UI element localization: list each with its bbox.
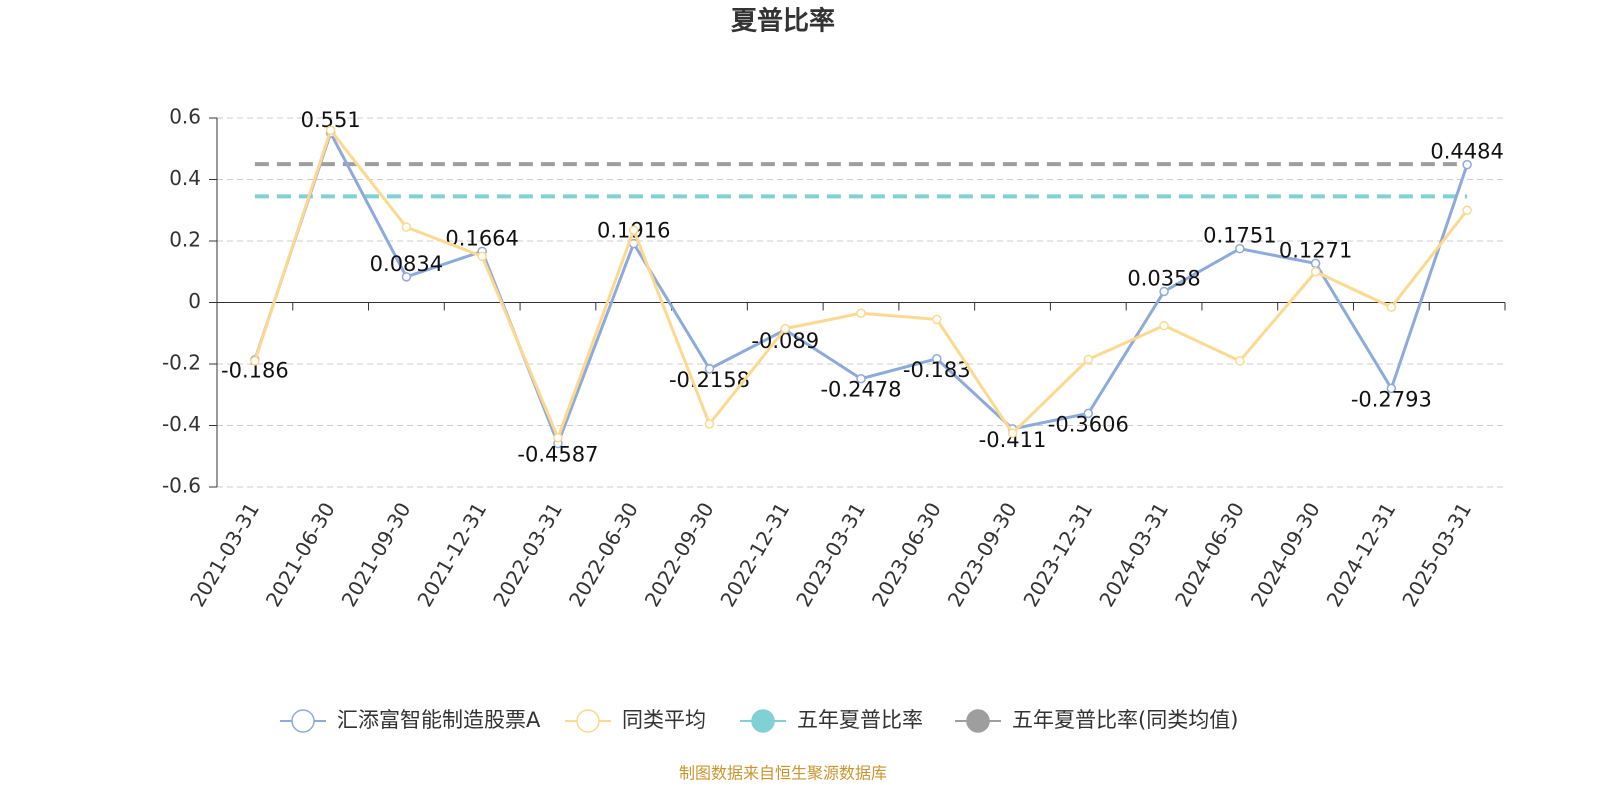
legend-marker	[576, 709, 600, 733]
data-point	[1159, 320, 1169, 331]
legend-label: 五年夏普比率(同类均值)	[1012, 708, 1238, 732]
source-note: 制图数据来自恒生聚源数据库	[679, 764, 887, 783]
data-point	[1462, 205, 1472, 215]
data-label: -0.3606	[1048, 412, 1129, 436]
x-tick-label: 2022-09-30	[640, 498, 719, 611]
data-point	[932, 314, 942, 325]
x-tick-label: 2022-12-31	[715, 498, 794, 611]
data-point	[704, 419, 715, 429]
x-tick-label: 2023-03-31	[791, 498, 870, 611]
data-label: 0.0834	[370, 252, 443, 276]
data-label: 0.4484	[1430, 140, 1503, 164]
chart-title: 夏普比率	[731, 6, 835, 37]
x-tick-label: 2024-03-31	[1094, 498, 1173, 611]
data-point	[1386, 383, 1397, 394]
data-point	[250, 356, 260, 366]
data-point	[325, 125, 336, 136]
data-point	[1462, 159, 1472, 170]
x-tick-label: 2021-06-30	[261, 498, 340, 611]
data-label: -0.2793	[1351, 387, 1432, 411]
data-point	[1386, 302, 1397, 312]
data-point	[1159, 286, 1169, 297]
data-point	[401, 272, 412, 282]
data-point	[553, 433, 563, 443]
data-point	[1310, 267, 1321, 277]
data-point	[477, 251, 487, 262]
legend-label: 同类平均	[622, 708, 706, 732]
legend-label: 五年夏普比率	[797, 708, 923, 732]
legend-marker	[291, 709, 315, 733]
x-tick-label: 2024-12-31	[1322, 498, 1401, 611]
y-tick-label: 0.2	[169, 228, 201, 252]
x-tick-label: 2022-03-31	[488, 498, 567, 611]
x-tick-label: 2023-12-31	[1018, 498, 1097, 611]
data-label: -0.2478	[820, 378, 901, 402]
data-point	[856, 308, 866, 319]
data-point	[401, 222, 412, 232]
x-tick-label: 2023-06-30	[867, 498, 946, 611]
data-point	[628, 225, 639, 235]
data-label: 0.1751	[1203, 224, 1276, 248]
data-label: 0.0358	[1127, 266, 1200, 290]
x-tick-label: 2022-06-30	[564, 498, 643, 611]
y-tick-label: -0.2	[162, 351, 201, 375]
data-label: -0.183	[903, 358, 971, 382]
x-tick-label: 2021-09-30	[337, 498, 416, 611]
data-point	[1083, 354, 1094, 365]
legend-marker	[751, 709, 775, 733]
x-tick-label: 2021-12-31	[412, 498, 491, 611]
data-point	[1235, 243, 1245, 254]
data-point	[1007, 428, 1018, 438]
data-point	[704, 364, 715, 374]
data-point	[780, 323, 790, 334]
y-tick-label: 0	[188, 289, 201, 313]
y-tick-label: -0.6	[162, 474, 201, 498]
data-label: 0.1271	[1279, 238, 1352, 262]
x-tick-label: 2025-03-31	[1397, 498, 1476, 611]
x-tick-label: 2023-09-30	[943, 498, 1022, 611]
data-point	[1083, 408, 1094, 419]
data-point	[932, 354, 942, 364]
y-tick-label: 0.4	[169, 166, 201, 190]
y-tick-label: -0.4	[162, 412, 201, 436]
data-label: -0.4587	[517, 443, 598, 467]
x-tick-label: 2024-09-30	[1246, 498, 1325, 611]
x-tick-label: 2024-06-30	[1170, 498, 1249, 611]
x-tick-label: 2021-03-31	[185, 498, 264, 611]
legend-marker	[966, 709, 990, 733]
data-point	[1235, 356, 1245, 366]
y-tick-label: 0.6	[169, 105, 201, 129]
data-point	[856, 373, 866, 384]
legend-label: 汇添富智能制造股票A	[337, 708, 541, 732]
